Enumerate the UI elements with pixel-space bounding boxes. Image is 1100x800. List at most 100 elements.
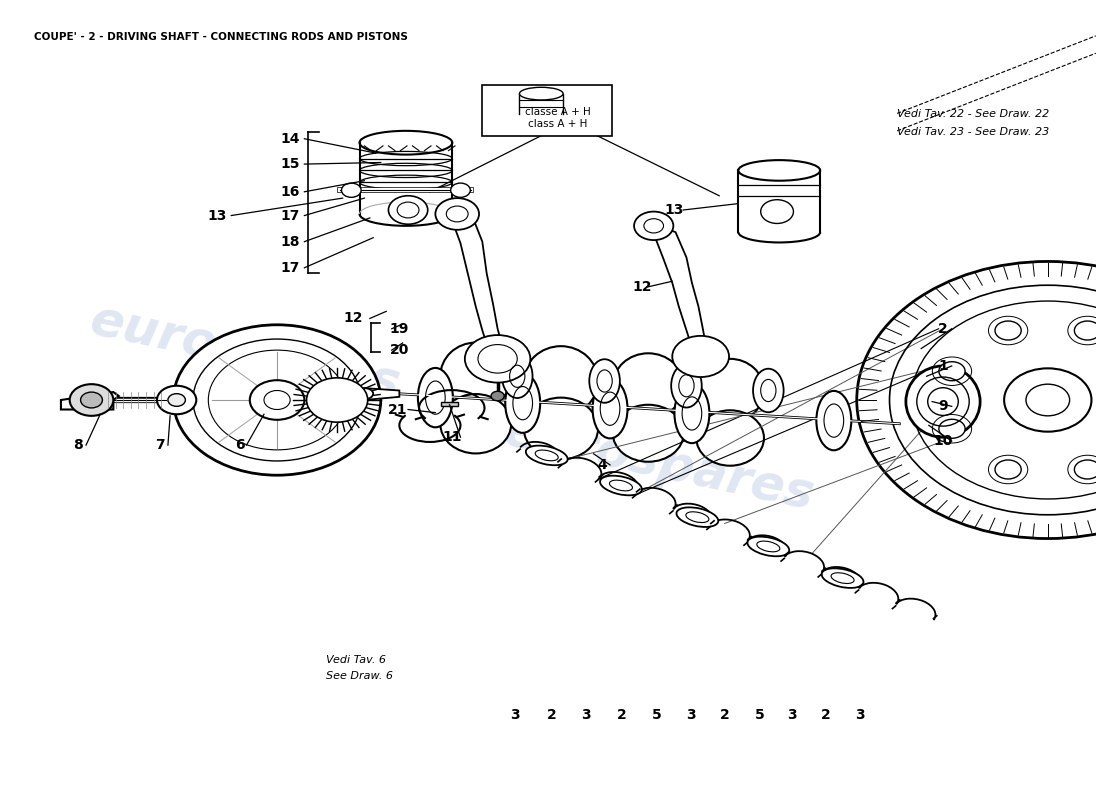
Circle shape bbox=[939, 362, 965, 381]
Ellipse shape bbox=[696, 359, 764, 422]
Ellipse shape bbox=[524, 398, 598, 459]
Text: See Draw. 6: See Draw. 6 bbox=[327, 670, 393, 681]
Text: Vedi Tav. 23 - See Draw. 23: Vedi Tav. 23 - See Draw. 23 bbox=[898, 127, 1049, 137]
Circle shape bbox=[168, 394, 186, 406]
Ellipse shape bbox=[590, 359, 620, 402]
Circle shape bbox=[761, 200, 793, 223]
Ellipse shape bbox=[613, 405, 684, 462]
Text: 11: 11 bbox=[442, 430, 462, 444]
Text: 8: 8 bbox=[74, 438, 84, 452]
Text: COUPE' - 2 - DRIVING SHAFT - CONNECTING RODS AND PISTONS: COUPE' - 2 - DRIVING SHAFT - CONNECTING … bbox=[34, 32, 407, 42]
Text: 14: 14 bbox=[280, 132, 300, 146]
Polygon shape bbox=[441, 402, 459, 406]
Circle shape bbox=[1075, 321, 1100, 340]
Text: classe A + H
class A + H: classe A + H class A + H bbox=[525, 107, 591, 129]
Ellipse shape bbox=[505, 374, 540, 433]
Text: Vedi Tav. 6: Vedi Tav. 6 bbox=[327, 655, 386, 665]
Text: 10: 10 bbox=[933, 434, 953, 448]
Ellipse shape bbox=[613, 354, 684, 418]
Circle shape bbox=[69, 384, 113, 416]
Ellipse shape bbox=[676, 507, 718, 527]
Text: 9: 9 bbox=[938, 399, 948, 414]
Ellipse shape bbox=[519, 87, 563, 100]
Polygon shape bbox=[60, 392, 119, 410]
Ellipse shape bbox=[502, 354, 532, 398]
Circle shape bbox=[157, 386, 196, 414]
Ellipse shape bbox=[822, 568, 864, 588]
Circle shape bbox=[634, 211, 673, 240]
Text: 2: 2 bbox=[617, 708, 627, 722]
Circle shape bbox=[996, 321, 1021, 340]
Text: eurospares: eurospares bbox=[499, 407, 818, 520]
Text: 19: 19 bbox=[389, 322, 409, 336]
Text: eurospares: eurospares bbox=[85, 296, 404, 409]
Ellipse shape bbox=[671, 364, 702, 407]
Circle shape bbox=[672, 336, 729, 377]
Ellipse shape bbox=[418, 368, 453, 427]
Circle shape bbox=[1004, 368, 1091, 432]
Text: 6: 6 bbox=[235, 438, 245, 452]
Text: 1: 1 bbox=[938, 359, 948, 373]
Ellipse shape bbox=[754, 369, 783, 412]
Circle shape bbox=[451, 183, 471, 198]
Circle shape bbox=[939, 419, 965, 438]
Ellipse shape bbox=[360, 131, 452, 154]
Ellipse shape bbox=[600, 476, 642, 495]
Text: 18: 18 bbox=[280, 234, 300, 249]
Text: 12: 12 bbox=[631, 280, 651, 294]
Polygon shape bbox=[441, 214, 504, 354]
Text: 3: 3 bbox=[581, 708, 591, 722]
Text: 21: 21 bbox=[387, 402, 407, 417]
Text: 3: 3 bbox=[510, 708, 520, 722]
Ellipse shape bbox=[674, 384, 710, 443]
Circle shape bbox=[465, 335, 530, 382]
Ellipse shape bbox=[524, 346, 598, 416]
Ellipse shape bbox=[593, 379, 627, 438]
Circle shape bbox=[174, 325, 381, 475]
Circle shape bbox=[341, 183, 361, 198]
Circle shape bbox=[436, 198, 478, 230]
Text: 13: 13 bbox=[208, 209, 227, 222]
Text: 4: 4 bbox=[597, 458, 607, 472]
Text: 5: 5 bbox=[755, 708, 764, 722]
Ellipse shape bbox=[440, 342, 512, 410]
Polygon shape bbox=[642, 226, 707, 354]
Ellipse shape bbox=[816, 391, 851, 450]
Ellipse shape bbox=[747, 537, 790, 556]
Ellipse shape bbox=[440, 394, 512, 454]
FancyBboxPatch shape bbox=[482, 85, 612, 135]
Text: 16: 16 bbox=[280, 185, 300, 198]
Text: 3: 3 bbox=[855, 708, 865, 722]
Text: 3: 3 bbox=[686, 708, 695, 722]
Circle shape bbox=[1026, 384, 1069, 416]
Circle shape bbox=[491, 391, 504, 401]
Text: 3: 3 bbox=[788, 708, 798, 722]
Text: 17: 17 bbox=[280, 209, 300, 222]
Text: 13: 13 bbox=[664, 203, 684, 217]
Text: 2: 2 bbox=[938, 322, 948, 336]
Polygon shape bbox=[364, 388, 399, 400]
Ellipse shape bbox=[906, 366, 980, 438]
Text: 2: 2 bbox=[822, 708, 832, 722]
Circle shape bbox=[80, 392, 102, 408]
Circle shape bbox=[250, 380, 305, 420]
Ellipse shape bbox=[738, 160, 821, 181]
Circle shape bbox=[307, 378, 367, 422]
Text: 2: 2 bbox=[548, 708, 557, 722]
Text: Vedi Tav. 22 - See Draw. 22: Vedi Tav. 22 - See Draw. 22 bbox=[898, 109, 1049, 118]
Text: 17: 17 bbox=[280, 261, 300, 274]
Ellipse shape bbox=[696, 410, 764, 466]
Text: 12: 12 bbox=[343, 311, 363, 326]
Circle shape bbox=[996, 460, 1021, 479]
Text: 15: 15 bbox=[280, 157, 300, 171]
Text: 2: 2 bbox=[719, 708, 729, 722]
Ellipse shape bbox=[355, 388, 373, 399]
Text: 7: 7 bbox=[155, 438, 165, 452]
Text: 20: 20 bbox=[389, 343, 409, 357]
Circle shape bbox=[857, 262, 1100, 538]
Circle shape bbox=[388, 196, 428, 224]
Text: 5: 5 bbox=[652, 708, 662, 722]
Polygon shape bbox=[321, 395, 340, 398]
Circle shape bbox=[1075, 460, 1100, 479]
Ellipse shape bbox=[526, 446, 568, 466]
